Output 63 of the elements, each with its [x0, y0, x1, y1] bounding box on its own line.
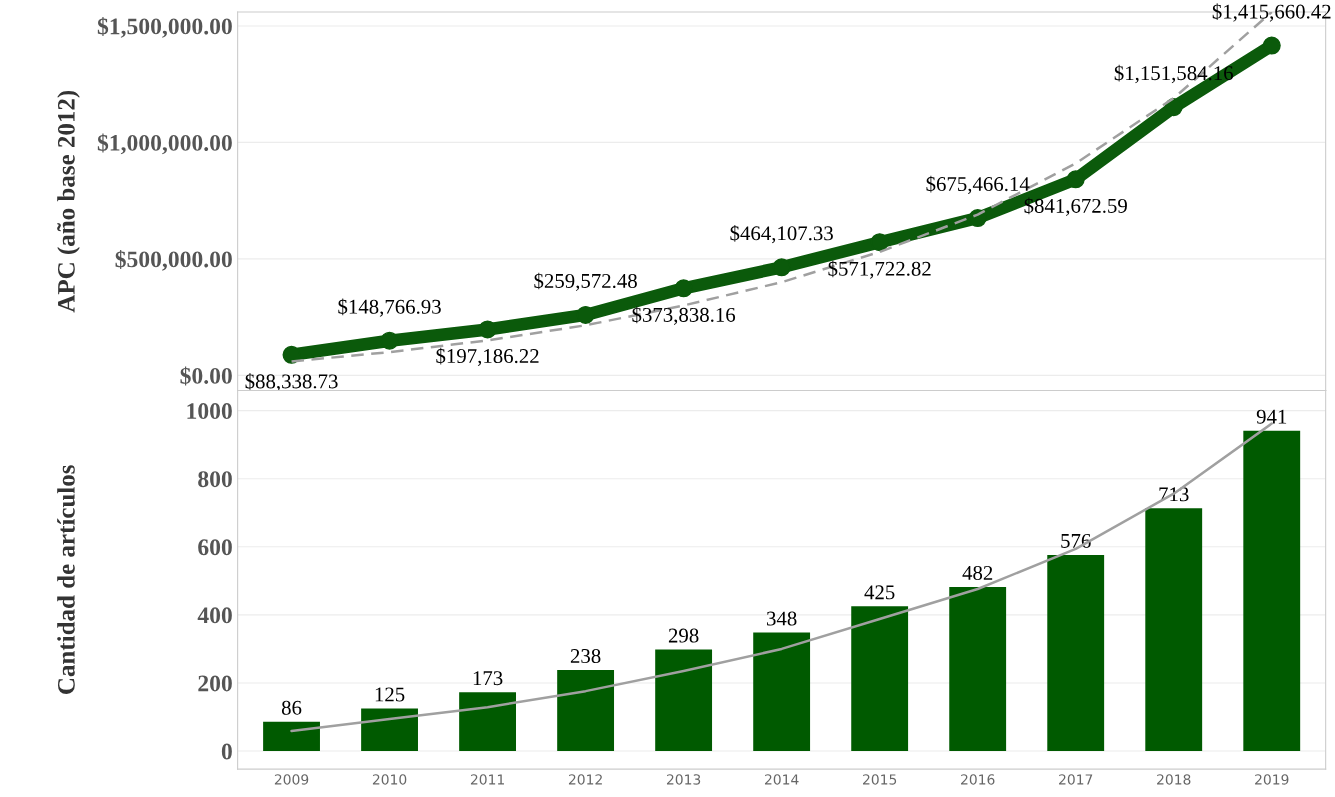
- data-label: 576: [1061, 533, 1091, 548]
- point: [674, 279, 693, 298]
- data-label: $148,766.93: [338, 298, 441, 317]
- y-axis-title: APC (año base 2012): [57, 90, 80, 313]
- point: [870, 233, 889, 252]
- bar: [655, 649, 713, 752]
- y-tick-label: 1000: [187, 403, 232, 420]
- point: [576, 305, 595, 324]
- point: [478, 320, 497, 339]
- data-label: 348: [767, 611, 797, 626]
- data-label: 425: [864, 585, 895, 600]
- bar: [459, 692, 517, 752]
- y-tick-label: $0.00: [180, 366, 232, 386]
- data-label: $88,338.73: [245, 373, 338, 392]
- x-tick-label: 2012: [568, 774, 602, 785]
- x-tick-label: 2018: [1157, 774, 1191, 785]
- data-label: 125: [375, 687, 405, 702]
- data-label: 482: [962, 565, 993, 580]
- point: [380, 331, 399, 350]
- data-label: $675,466.14: [926, 175, 1030, 195]
- point: [1164, 98, 1183, 117]
- bar: [1145, 508, 1203, 752]
- data-label: $841,672.59: [1024, 197, 1127, 216]
- x-tick-label: 2015: [863, 774, 897, 785]
- data-label: $1,415,660.42: [1212, 3, 1331, 22]
- x-tick-label: 2016: [961, 774, 995, 785]
- bar: [361, 708, 418, 752]
- y-tick-label: $500,000.00: [115, 250, 232, 271]
- y-tick-label: 200: [198, 675, 232, 692]
- bar: [263, 721, 320, 752]
- x-tick-label: 2009: [274, 774, 309, 785]
- bar: [753, 632, 811, 752]
- point: [1066, 170, 1085, 189]
- data-label: 173: [473, 671, 503, 686]
- y-tick-label: 600: [198, 539, 232, 556]
- bar: [1243, 430, 1301, 752]
- data-label: $571,722.82: [828, 260, 931, 279]
- x-tick-label: 2011: [470, 774, 504, 785]
- y-tick-label: $1,000,000.00: [97, 133, 232, 155]
- data-label: 86: [281, 700, 302, 715]
- bar: [1047, 554, 1105, 752]
- x-tick-label: 2019: [1255, 774, 1289, 785]
- y-tick-label: 0: [221, 743, 232, 760]
- data-label: 941: [1256, 409, 1287, 424]
- x-tick-label: 2013: [666, 774, 701, 785]
- x-tick-label: 2014: [764, 774, 799, 785]
- y-tick-label: 400: [197, 607, 232, 624]
- bar: [851, 606, 909, 752]
- y-axis-title: Cantidad de artículos: [57, 465, 75, 694]
- y-tick-label: 800: [198, 471, 232, 488]
- data-label: $259,572.48: [534, 272, 637, 291]
- data-label: $373,838.16: [632, 306, 736, 325]
- point: [772, 258, 791, 277]
- point: [1262, 36, 1281, 55]
- data-label: $464,107.33: [730, 225, 833, 244]
- x-tick-label: 2017: [1059, 774, 1093, 785]
- x-tick-label: 2010: [372, 774, 407, 785]
- data-label: 298: [668, 628, 699, 643]
- bar: [949, 586, 1007, 752]
- bar: [557, 670, 615, 752]
- y-tick-label: $1,500,000.00: [97, 17, 232, 38]
- data-label: 238: [570, 648, 601, 664]
- data-label: $197,186.22: [436, 347, 539, 367]
